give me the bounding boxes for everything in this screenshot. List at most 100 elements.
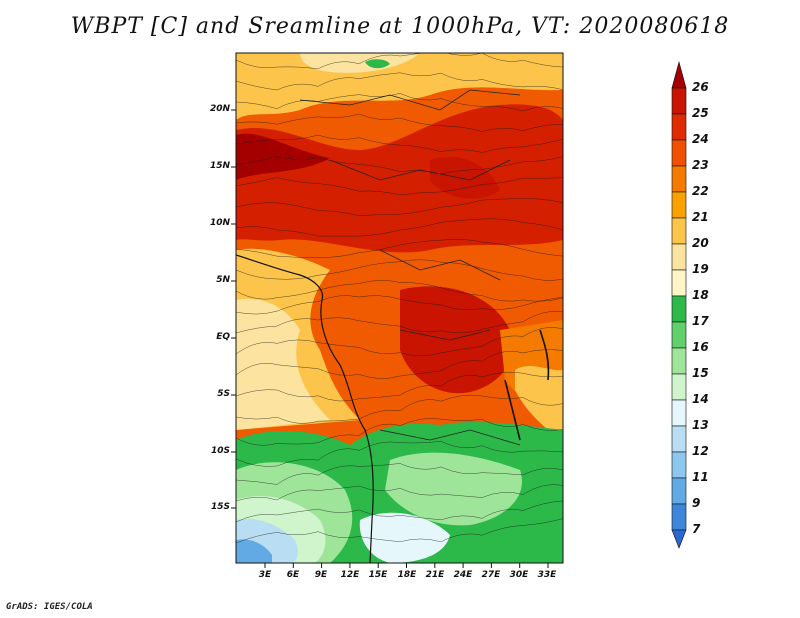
colorbar-box [671, 399, 687, 427]
colorbar-label-22: 22 [692, 184, 709, 198]
lon-label-21e: 21E [425, 570, 445, 580]
wbpt-hotspot-west [236, 133, 330, 180]
streamline [236, 197, 563, 216]
rift-lakes [504, 329, 550, 441]
colorbar-box [671, 113, 687, 141]
country-borders [299, 89, 521, 446]
lon-label-15e: 15E [368, 570, 388, 580]
axis-ticks [231, 109, 549, 568]
colorbar-label-20: 20 [692, 236, 709, 250]
streamline [236, 372, 563, 402]
colorbar-label-21: 21 [692, 210, 709, 224]
colorbar-label-13: 13 [692, 418, 709, 432]
streamline [236, 394, 563, 424]
colorbar-label-25: 25 [692, 106, 709, 120]
colorbar-box [671, 165, 687, 193]
lat-label-5s: 5S [217, 389, 230, 399]
wbpt-north-band [236, 53, 563, 120]
wbpt-green-patch [365, 59, 390, 69]
colorbar-label-12: 12 [692, 444, 709, 458]
wbpt-gulf-light [236, 298, 330, 430]
colorbar-box [671, 217, 687, 245]
lon-label-33e: 33E [537, 570, 557, 580]
lat-label-10s: 10S [210, 446, 230, 456]
streamline [236, 53, 563, 70]
lon-label-3e: 3E [258, 570, 272, 580]
streamline [236, 518, 563, 544]
wbpt-hotspot-east [430, 156, 500, 199]
map-frame [235, 52, 564, 564]
lon-label-27e: 27E [481, 570, 501, 580]
colorbar-label-15: 15 [692, 366, 709, 380]
lon-label-24e: 24E [453, 570, 473, 580]
colorbar-label-24: 24 [692, 132, 709, 146]
wbpt-east-yellow [515, 365, 563, 440]
streamline [236, 295, 563, 315]
atlantic-coastline [236, 254, 374, 563]
wbpt-north-light [300, 53, 420, 73]
colorbar-box [671, 243, 687, 271]
streamline [236, 218, 563, 237]
colorbar-box [671, 87, 687, 115]
streamline [236, 72, 563, 91]
lat-label-20n: 20N [209, 104, 230, 114]
colorbar-box [671, 321, 687, 349]
streamline [236, 134, 563, 153]
colorbar-box [671, 139, 687, 167]
wbpt-south-pale [359, 512, 450, 563]
lat-label-5n: 5N [216, 275, 230, 285]
colorbar-box [671, 477, 687, 505]
lon-label-30e: 30E [509, 570, 529, 580]
wbpt-ocean-blue [236, 539, 272, 563]
streamlines [236, 53, 563, 544]
colorbar-label-23: 23 [692, 158, 709, 172]
lon-label-18e: 18E [397, 570, 417, 580]
streamline [236, 463, 563, 485]
colorbar-label-17: 17 [692, 314, 709, 328]
colorbar-box [671, 373, 687, 401]
lat-label-eq: EQ [216, 332, 230, 342]
lon-label-9e: 9E [314, 570, 328, 580]
lat-label-10n: 10N [209, 218, 230, 228]
colorbar-label-26: 26 [692, 80, 709, 94]
lon-label-6e: 6E [286, 570, 300, 580]
streamline [236, 327, 563, 357]
streamline [236, 440, 563, 467]
streamline [236, 93, 563, 112]
lat-label-15s: 15S [210, 502, 230, 512]
colorbar-label-18: 18 [692, 288, 709, 302]
colorbar-label-7: 7 [692, 522, 701, 536]
colorbar-box [671, 269, 687, 297]
colorbar-label-9: 9 [692, 496, 701, 510]
colorbar-top-arrow [671, 60, 687, 89]
streamline [236, 177, 563, 196]
streamline [236, 418, 563, 446]
map-title: WBPT [C] and Sreamline at 1000hPa, VT: 2… [70, 14, 730, 39]
credit-text: GrADS: IGES/COLA [6, 602, 93, 612]
lat-label-15n: 15N [209, 161, 230, 171]
colorbar-label-14: 14 [692, 392, 709, 406]
streamline [236, 259, 563, 281]
field-layer [236, 53, 563, 563]
streamline [236, 113, 563, 132]
wbpt-sahel-red [236, 104, 563, 253]
wbpt-congo-red [400, 286, 513, 394]
streamline [236, 484, 563, 502]
colorbar-box [671, 191, 687, 219]
colorbar-box [671, 347, 687, 375]
streamline [236, 311, 563, 334]
streamline [236, 238, 563, 258]
colorbar-box [671, 503, 687, 531]
lon-label-12e: 12E [340, 570, 360, 580]
colorbar-box [671, 425, 687, 453]
streamline [236, 280, 563, 302]
colorbar-label-19: 19 [692, 262, 709, 276]
streamline [236, 500, 563, 523]
colorbar-bottom-arrow [671, 529, 687, 549]
streamline [236, 349, 563, 379]
streamline [236, 156, 563, 175]
colorbar-box [671, 295, 687, 323]
colorbar-label-16: 16 [692, 340, 709, 354]
